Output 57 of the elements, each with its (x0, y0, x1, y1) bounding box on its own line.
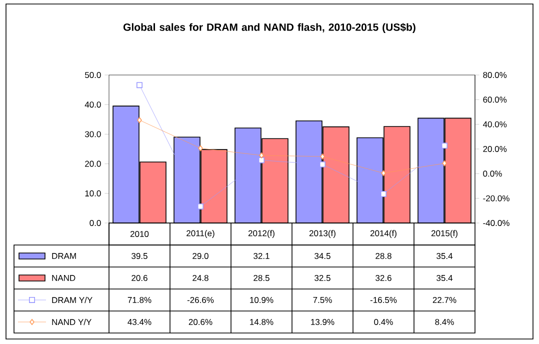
y-tick-label: 50.0 (85, 72, 101, 78)
point (442, 160, 447, 166)
x-tick-label: 2010 (130, 230, 149, 237)
y2-tick-label: 80.0% (483, 72, 507, 78)
y2-tick-label: -20.0% (483, 195, 510, 202)
x-tick-label: 2015(f) (431, 230, 458, 238)
data-label: 22.7% (432, 297, 456, 303)
data-label: 32.1 (254, 252, 270, 259)
x-tick-label: 2012(f) (248, 230, 274, 238)
data-label: 35.4 (436, 274, 453, 281)
data-label: 32.6 (376, 274, 392, 281)
x-tick-label: 2011(e) (186, 230, 214, 238)
y2-tick-label: -40.0% (483, 220, 510, 226)
y2-tick-label: 40.0% (482, 121, 507, 128)
data-label: 20.6% (188, 318, 212, 325)
point (258, 157, 264, 164)
legend-label: DRAM (52, 253, 76, 259)
point (136, 82, 143, 88)
legend-label: NAND (52, 275, 76, 281)
y2-tick-label: 20.0% (483, 146, 507, 152)
y2-tick-label: 0.0% (483, 170, 502, 177)
y2-tick-label: 60.0% (483, 96, 507, 103)
point (320, 154, 325, 160)
data-label: 29.0 (192, 252, 208, 259)
y-tick-label: 40.0 (84, 102, 101, 108)
point (198, 145, 203, 152)
point (259, 152, 264, 158)
data-label: 8.4% (435, 318, 454, 325)
data-label: 24.8 (192, 274, 208, 281)
y-tick-label: 10.0 (85, 190, 101, 196)
y-tick-label: 30.0 (84, 131, 101, 138)
data-label: 14.8% (250, 318, 274, 325)
data-label: 13.9% (311, 318, 334, 325)
data-label: 71.8% (128, 296, 152, 303)
data-label: 32.5 (314, 274, 330, 281)
x-tick-label: 2013(f) (309, 230, 336, 238)
data-label: 28.8 (376, 252, 392, 259)
data-label: 34.5 (314, 252, 330, 259)
chart-title: Global sales for DRAM and NAND flash, 2010-2015 (US$b) (123, 23, 416, 33)
point (137, 117, 142, 124)
data-label: 28.5 (254, 274, 270, 281)
point (381, 170, 386, 176)
data-label: -26.6% (187, 296, 214, 303)
data-label: 0.4% (374, 318, 393, 325)
data-label: 10.9% (250, 296, 274, 303)
x-tick-label: 2014(f) (370, 230, 396, 238)
data-label: -16.5% (370, 296, 397, 303)
point (198, 203, 204, 210)
data-label: 20.6 (132, 274, 148, 281)
y-tick-label: 20.0 (85, 160, 101, 167)
data-label: 43.4% (128, 318, 152, 325)
data-label: 35.4 (436, 252, 453, 259)
data-label: 7.5% (313, 296, 332, 303)
data-label: 39.5 (132, 252, 148, 259)
y-tick-label: 0.0 (90, 220, 101, 226)
legend-label: DRAM Y/Y (52, 296, 92, 304)
legend-label: NAND Y/Y (52, 318, 92, 326)
